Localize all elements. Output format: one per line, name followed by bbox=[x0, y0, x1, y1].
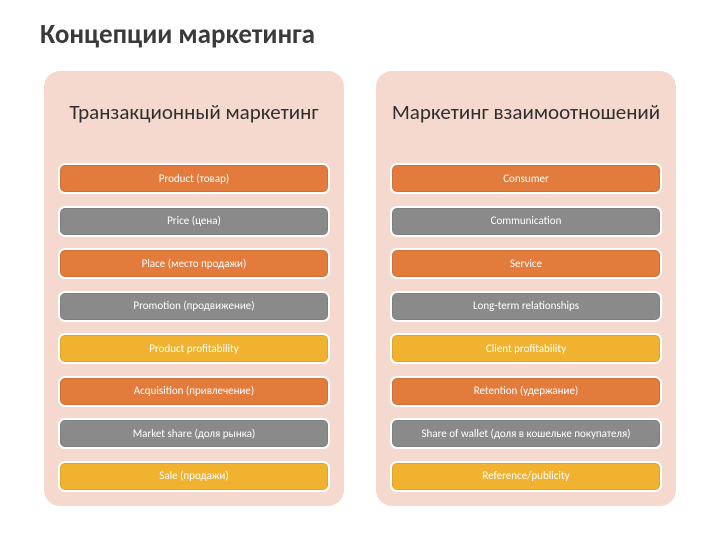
panel-right: Маркетинг взаимоотношений Consumer Commu… bbox=[376, 71, 676, 506]
list-item: Price (цена) bbox=[58, 206, 330, 237]
list-item: Long-term relationships bbox=[390, 291, 662, 322]
list-item: Product (товар) bbox=[58, 163, 330, 194]
list-item: Sale (продажи) bbox=[58, 461, 330, 492]
panel-left: Транзакционный маркетинг Product (товар)… bbox=[44, 71, 344, 506]
panel-right-items: Consumer Communication Service Long-term… bbox=[390, 163, 662, 492]
list-item: Promotion (продвижение) bbox=[58, 291, 330, 322]
slide: Концепции маркетинга Транзакционный марк… bbox=[0, 0, 720, 540]
list-item: Service bbox=[390, 248, 662, 279]
columns-wrapper: Транзакционный маркетинг Product (товар)… bbox=[40, 71, 680, 506]
list-item: Client profitability bbox=[390, 333, 662, 364]
list-item: Acquisition (привлечение) bbox=[58, 376, 330, 407]
panel-left-items: Product (товар) Price (цена) Place (мест… bbox=[58, 163, 330, 492]
panel-right-heading: Маркетинг взаимоотношений bbox=[390, 87, 662, 137]
list-item: Share of wallet (доля в кошельке покупат… bbox=[390, 418, 662, 449]
list-item: Market share (доля рынка) bbox=[58, 418, 330, 449]
list-item: Communication bbox=[390, 206, 662, 237]
list-item: Retention (удержание) bbox=[390, 376, 662, 407]
list-item: Place (место продажи) bbox=[58, 248, 330, 279]
list-item: Product profitability bbox=[58, 333, 330, 364]
slide-title: Концепции маркетинга bbox=[40, 18, 680, 51]
list-item: Reference/publicity bbox=[390, 461, 662, 492]
panel-left-heading: Транзакционный маркетинг bbox=[58, 87, 330, 137]
list-item: Consumer bbox=[390, 163, 662, 194]
